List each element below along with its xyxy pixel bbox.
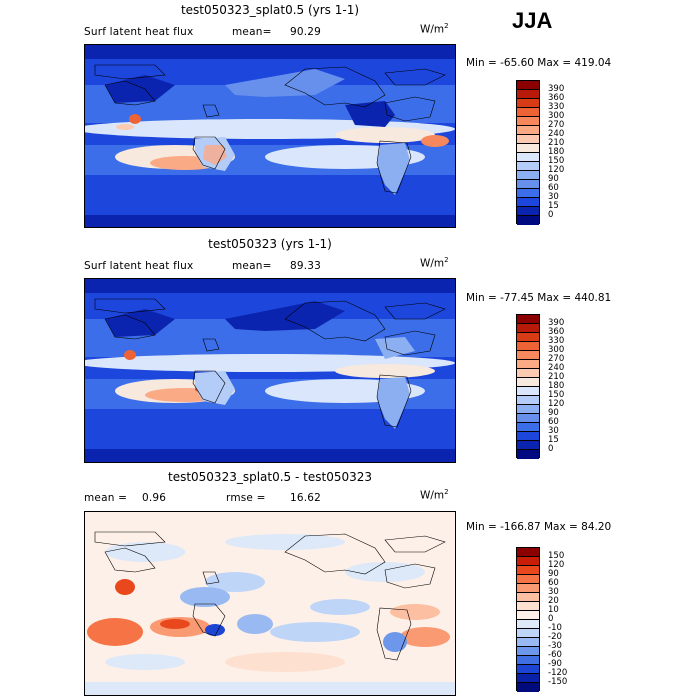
panel-1-minmax: Min = -65.60 Max = 419.04 [466, 57, 612, 69]
panel-1-tick: 30 [548, 192, 559, 202]
panel-3-mean-label: mean = [84, 492, 128, 504]
panel-3-rmse-label: rmse = [226, 492, 266, 504]
panel-1-tick: 300 [548, 111, 565, 121]
panel-3-tick: 0 [548, 614, 554, 624]
panel-1-stat-label: mean= [232, 26, 272, 38]
panel-1-tick: 270 [548, 120, 565, 130]
panel-1-tick: 0 [548, 210, 554, 220]
panel-3-tick: 120 [548, 560, 565, 570]
panel-2-tick: 120 [548, 399, 565, 409]
panel-2-title: test050323 (yrs 1-1) [208, 237, 332, 251]
panel-1-field [85, 45, 455, 227]
panel-1-stat-value: 90.29 [290, 26, 322, 38]
panel-3-tick: 20 [548, 596, 559, 606]
panel-1-title: test050323_splat0.5 (yrs 1-1) [180, 3, 360, 17]
panel-1-tick: 360 [548, 93, 565, 103]
panel-1-map [84, 44, 456, 228]
panel-1-tick: 330 [548, 102, 565, 112]
panel-2-map [84, 278, 456, 463]
panel-2-variable-label: Surf latent heat flux [84, 260, 194, 272]
panel-1-units: W/m2 [420, 22, 449, 36]
panel-2-tick: 240 [548, 363, 565, 373]
panel-2-units: W/m2 [420, 256, 449, 270]
panel-1-tick: 150 [548, 156, 565, 166]
panel-1-tick: 120 [548, 165, 565, 175]
panel-1-tick: 60 [548, 183, 559, 193]
panel-1-tick: 240 [548, 129, 565, 139]
panel-2-tick: 150 [548, 390, 565, 400]
panel-3-rmse-value: 16.62 [290, 492, 322, 504]
panel-3-map [84, 511, 456, 696]
panel-2-tick: 90 [548, 408, 559, 418]
panel-2-colorbar [516, 314, 540, 459]
panel-3-tick: -90 [548, 659, 562, 669]
panel-3-tick: -120 [548, 668, 568, 678]
panel-3-title: test050323_splat0.5 - test050323 [167, 470, 372, 484]
panel-3-tick: 30 [548, 587, 559, 597]
season-label: JJA [512, 8, 553, 33]
panel-3-tick: -30 [548, 641, 562, 651]
panel-1-tick: 210 [548, 138, 565, 148]
panel-2-tick: 15 [548, 435, 559, 445]
panel-1-tick: 180 [548, 147, 565, 157]
panel-2-tick: 360 [548, 327, 565, 337]
panel-3-tick: -10 [548, 623, 562, 633]
panel-2-minmax: Min = -77.45 Max = 440.81 [466, 292, 612, 304]
panel-1-tick: 390 [548, 84, 565, 94]
panel-2-tick: 30 [548, 426, 559, 436]
panel-2-tick: 210 [548, 372, 565, 382]
panel-3-colorbar [516, 547, 540, 692]
panel-2-field [85, 279, 455, 462]
panel-3-tick: -20 [548, 632, 562, 642]
panel-3-tick: 60 [548, 578, 559, 588]
panel-3-tick: -150 [548, 677, 568, 687]
panel-2-stat-label: mean= [232, 260, 272, 272]
panel-2-tick: 180 [548, 381, 565, 391]
panel-1-tick: 15 [548, 201, 559, 211]
panel-3-tick: 10 [548, 605, 559, 615]
panel-2-tick: 300 [548, 345, 565, 355]
panel-3-mean-value: 0.96 [142, 492, 167, 504]
panel-3-tick: -60 [548, 650, 562, 660]
panel-1-variable-label: Surf latent heat flux [84, 26, 194, 38]
panel-2-tick: 60 [548, 417, 559, 427]
panel-2-tick: 390 [548, 318, 565, 328]
panel-2-tick: 0 [548, 444, 554, 454]
panel-2-tick: 270 [548, 354, 565, 364]
panel-2-stat-value: 89.33 [290, 260, 322, 272]
panel-1-colorbar [516, 80, 540, 225]
panel-3-minmax: Min = -166.87 Max = 84.20 [466, 521, 612, 533]
panel-3-units: W/m2 [420, 488, 449, 502]
panel-1-tick: 90 [548, 174, 559, 184]
panel-3-tick: 90 [548, 569, 559, 579]
panel-3-tick: 150 [548, 551, 565, 561]
panel-3-field [85, 512, 455, 695]
panel-2-tick: 330 [548, 336, 565, 346]
